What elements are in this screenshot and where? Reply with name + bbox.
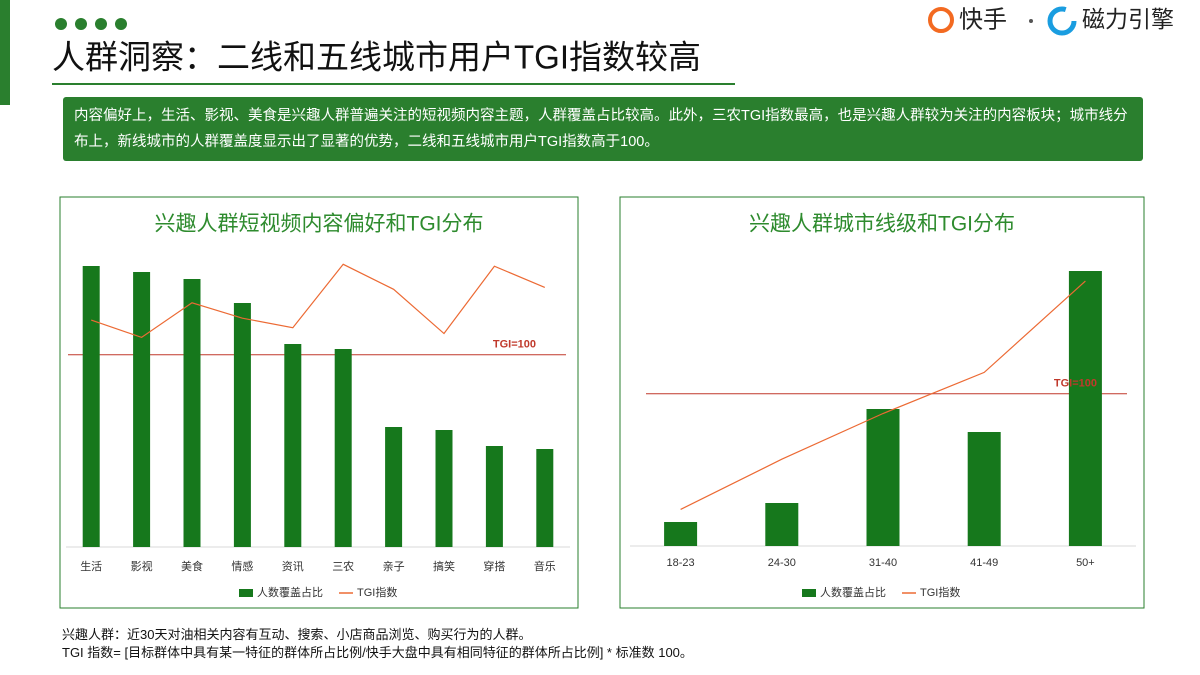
legend-swatch (239, 589, 253, 597)
logo-icon (1047, 6, 1077, 36)
reference-label: TGI=100 (1054, 378, 1097, 390)
footnote: 兴趣人群：近30天对油相关内容有互动、搜索、小店商品浏览、购买行为的人群。 (62, 627, 532, 642)
x-tick-label: 41-49 (970, 557, 998, 569)
x-tick-label: 搞笑 (433, 559, 455, 573)
reference-label: TGI=100 (493, 339, 536, 351)
chart-panel (59, 196, 579, 609)
dot (95, 18, 107, 30)
x-tick-label: 三农 (332, 559, 354, 573)
legend-label: 人数覆盖占比 (257, 585, 323, 599)
x-tick-label: 亲子 (383, 559, 405, 573)
bar (765, 503, 799, 546)
x-tick-label: 24-30 (768, 557, 796, 569)
logo-icon (928, 7, 954, 33)
legend-label: 人数覆盖占比 (820, 585, 886, 599)
x-tick-label: 音乐 (534, 559, 556, 573)
bar (183, 279, 201, 547)
dot (115, 18, 127, 30)
x-tick-label: 50+ (1076, 557, 1095, 569)
x-tick-label: 31-40 (869, 557, 897, 569)
bar (284, 344, 302, 547)
dot (55, 18, 67, 30)
footnote: TGI 指数= [目标群体中具有某一特征的群体所占比例/快手大盘中具有相同特征的… (62, 645, 693, 660)
dot (75, 18, 87, 30)
bar (133, 272, 151, 547)
chart-title: 兴趣人群短视频内容偏好和TGI分布 (155, 213, 484, 236)
chart-panel (619, 196, 1145, 609)
bar (485, 446, 503, 547)
bar (334, 349, 352, 547)
bar (866, 409, 900, 546)
x-tick-label: 资讯 (282, 560, 304, 573)
bar (536, 449, 554, 547)
bar (664, 522, 698, 546)
bar (435, 430, 453, 547)
x-tick-label: 生活 (80, 559, 102, 573)
chart-title: 兴趣人群城市线级和TGI分布 (749, 213, 1015, 236)
summary-box: 内容偏好上，生活、影视、美食是兴趣人群普遍关注的短视频内容主题，人群覆盖占比较高… (63, 97, 1143, 161)
x-tick-label: 影视 (131, 559, 153, 573)
x-tick-label: 18-23 (667, 557, 695, 569)
logo-text: 快手 (959, 6, 1007, 33)
logo-separator (1029, 19, 1033, 23)
logo-text: 磁力引擎 (1082, 6, 1174, 32)
bar (233, 303, 251, 547)
slide-title: 人群洞察：二线和五线城市用户TGI指数较高 (52, 39, 701, 76)
x-tick-label: 情感 (231, 560, 253, 573)
bar (967, 432, 1001, 546)
accent-bar (0, 0, 10, 105)
bar (82, 266, 100, 547)
tgi-line (680, 280, 1086, 510)
tgi-line (91, 263, 546, 339)
legend-label: TGI指数 (920, 585, 960, 599)
bar (385, 427, 403, 547)
x-tick-label: 穿搭 (483, 559, 505, 573)
x-tick-label: 美食 (181, 559, 203, 573)
legend-swatch (802, 589, 816, 597)
legend-label: TGI指数 (357, 585, 397, 599)
bar (1068, 271, 1102, 546)
